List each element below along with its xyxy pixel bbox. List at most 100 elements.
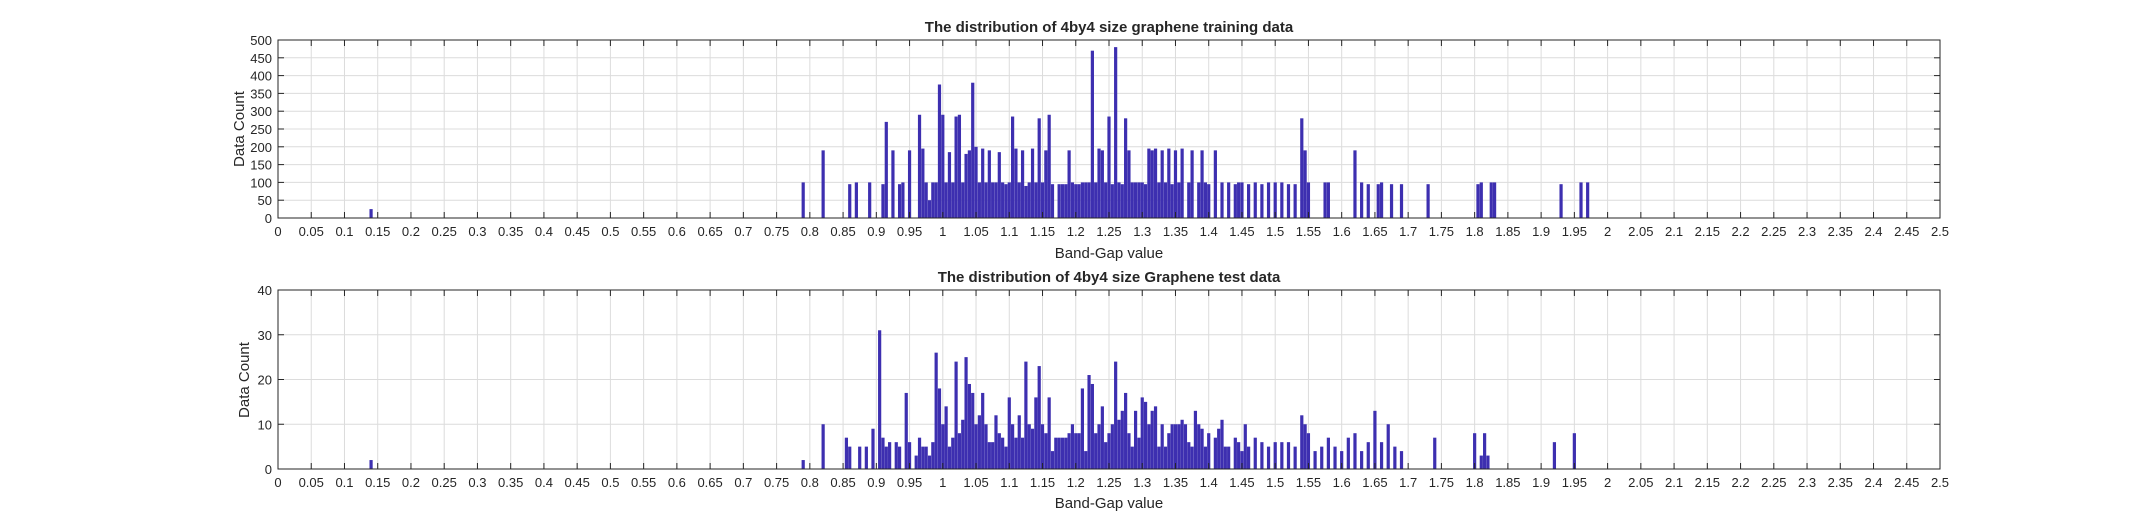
training-histogram-bar: [1353, 150, 1357, 218]
training-histogram-bar: [1300, 118, 1304, 218]
training-histogram-bar: [1130, 182, 1134, 218]
test-x-tick-label: 0.25: [432, 475, 457, 490]
training-histogram-bar: [954, 116, 958, 218]
test-histogram-bar: [1127, 433, 1131, 469]
training-histogram-bar: [1114, 47, 1118, 219]
training-y-tick-label: 350: [250, 86, 272, 101]
test-histogram-bar: [1074, 433, 1078, 469]
training-histogram-bar: [1492, 182, 1497, 218]
test-histogram-bar: [1433, 437, 1437, 469]
test-x-tick-label: 2.2: [1732, 475, 1750, 490]
test-histogram-bar: [1064, 437, 1068, 469]
test-histogram-bar: [974, 424, 978, 469]
test-histogram-bar: [894, 442, 898, 469]
test-x-tick-label: 1.25: [1096, 475, 1121, 490]
training-x-tick-label: 1.7: [1399, 224, 1417, 239]
test-histogram-bar: [991, 442, 995, 469]
test-x-tick-label: 1.65: [1362, 475, 1387, 490]
training-histogram-bar: [931, 182, 935, 218]
training-bars: [369, 47, 1590, 219]
training-x-tick-label: 1.1: [1000, 224, 1018, 239]
training-x-tick-label: 0.2: [402, 224, 420, 239]
test-histogram-bar: [1140, 397, 1144, 469]
training-x-tick-label: 2.2: [1732, 224, 1750, 239]
test-histogram-bar: [369, 460, 373, 469]
test-histogram-bar: [1017, 415, 1021, 469]
training-x-tick-label: 2.1: [1665, 224, 1683, 239]
test-histogram-bar: [994, 415, 998, 469]
training-histogram-bar: [977, 182, 981, 218]
training-histogram-bar: [947, 152, 952, 218]
test-histogram-bar: [977, 415, 981, 469]
training-histogram-bar: [1027, 182, 1031, 218]
training-histogram-bar: [1303, 150, 1307, 218]
training-axes-box: [277, 39, 1941, 219]
training-y-tick-label: 100: [250, 175, 272, 190]
training-histogram-bar: [1163, 182, 1168, 218]
training-x-tick-label: 2.35: [1828, 224, 1853, 239]
test-histogram-bar: [1217, 428, 1221, 469]
test-histogram-bar: [1170, 424, 1174, 469]
test-histogram-bar: [1353, 433, 1357, 469]
test-histogram-bar: [1373, 410, 1377, 469]
test-x-tick-label: 1.4: [1200, 475, 1218, 490]
test-histogram-bar: [1333, 446, 1337, 469]
test-x-tick-label: 0.2: [402, 475, 420, 490]
test-x-tick-label: 1.5: [1266, 475, 1284, 490]
training-histogram-bar: [1037, 118, 1041, 218]
training-histogram-bar: [1190, 150, 1194, 218]
test-histogram-bar: [871, 428, 875, 469]
training-histogram-bar: [941, 114, 945, 218]
test-histogram-bar: [1024, 361, 1028, 469]
training-histogram-bar: [1133, 182, 1138, 218]
test-histogram-bar: [864, 446, 868, 469]
test-histogram-bar: [848, 446, 852, 469]
test-histogram-bar: [1037, 366, 1041, 469]
test-histogram-bar: [947, 446, 952, 469]
test-histogram-bar: [971, 392, 975, 469]
training-x-tick-label: 0.3: [468, 224, 486, 239]
training-histogram-bar: [1124, 118, 1128, 218]
test-chart-title: The distribution of 4by4 size Graphene t…: [938, 269, 1281, 286]
test-histogram-bar: [1050, 451, 1055, 469]
training-histogram-bar: [974, 146, 978, 218]
test-x-tick-label: 1: [939, 475, 946, 490]
test-y-tick-label: 10: [258, 417, 272, 432]
training-histogram-bar: [1137, 182, 1141, 218]
test-histogram-bar: [1120, 410, 1124, 469]
training-histogram-bar: [1399, 184, 1404, 218]
training-histogram-bar: [1150, 150, 1154, 218]
training-y-tick-label: 300: [250, 104, 272, 119]
training-histogram-bar: [1200, 150, 1204, 218]
training-histogram-bar: [891, 150, 895, 218]
training-histogram-bar: [1187, 182, 1191, 218]
training-histogram-bar: [1273, 182, 1277, 218]
test-histogram-bar: [1197, 424, 1201, 469]
test-histogram-bar: [888, 442, 892, 469]
test-y-tick-label: 30: [258, 328, 272, 343]
training-x-tick-label: 1.85: [1495, 224, 1520, 239]
training-histogram-bar: [1167, 148, 1171, 218]
test-histogram-bar: [921, 446, 925, 469]
test-histogram-bar: [821, 424, 825, 469]
training-x-tick-label: 0.65: [697, 224, 722, 239]
test-histogram-bar: [1247, 446, 1251, 469]
test-histogram-bar: [914, 455, 918, 469]
test-histogram-bar: [1180, 419, 1184, 469]
training-histogram-bar: [1559, 184, 1563, 218]
test-histogram-bar: [897, 446, 902, 469]
training-x-tick-label: 1.3: [1133, 224, 1151, 239]
test-histogram-bar: [1100, 406, 1104, 469]
training-x-tick-label: 0: [274, 224, 281, 239]
training-histogram-bar: [927, 200, 932, 218]
test-histogram-bar: [1320, 446, 1324, 469]
training-y-tick-label: 0: [265, 211, 272, 226]
test-histogram-bar: [844, 437, 849, 469]
training-x-tick-label: 1.95: [1562, 224, 1587, 239]
test-histogram-bar: [1087, 375, 1091, 469]
training-histogram-bar: [848, 184, 852, 218]
test-x-tick-label: 2.5: [1931, 475, 1949, 490]
test-histogram-bar: [1399, 451, 1404, 469]
test-histogram-bar: [1044, 433, 1048, 469]
training-histogram-bar: [1087, 182, 1091, 218]
